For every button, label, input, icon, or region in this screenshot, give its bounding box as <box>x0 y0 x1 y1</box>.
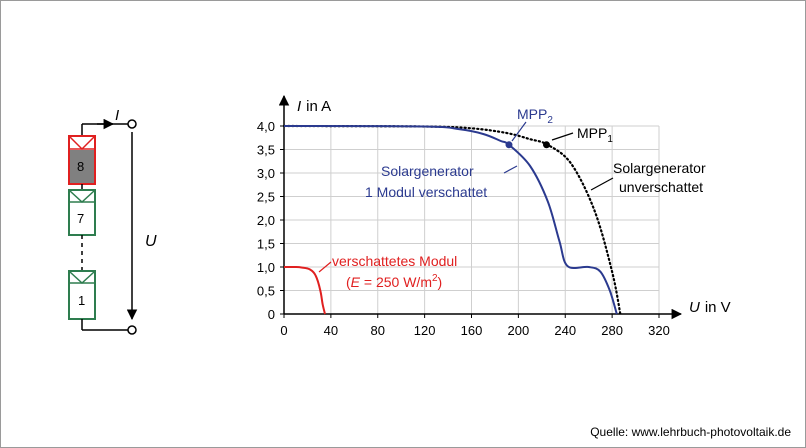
generator-unshaded-leader <box>590 177 614 191</box>
module-shaded-paren-open: ( <box>346 274 351 290</box>
current-symbol: I <box>115 107 119 124</box>
x-tick-label: 200 <box>508 323 530 338</box>
x-tick-label: 160 <box>461 323 483 338</box>
y-axis-symbol: I <box>297 98 301 115</box>
mpp1-leader <box>551 132 574 141</box>
y-tick-label: 2,0 <box>257 213 275 228</box>
module-8: 8 <box>68 135 96 185</box>
y-tick-label: 0 <box>268 307 275 322</box>
module-shaded-value: = 250 W/m <box>360 274 432 290</box>
module-shaded-line1: verschattetes Modul <box>332 253 457 269</box>
x-tick-label: 80 <box>371 323 385 338</box>
terminal-bottom <box>127 325 137 335</box>
chart-axes <box>278 94 683 320</box>
source-credit: Quelle: www.lehrbuch-photovoltaik.de <box>590 425 791 439</box>
generator-shaded-line1: Solargenerator <box>381 163 474 179</box>
chart-grid <box>284 125 660 314</box>
module-shaded-symbol: E <box>351 274 361 290</box>
point-mpp2 <box>505 141 513 149</box>
module-1: 1 <box>68 270 96 320</box>
mpp2-leader <box>511 121 527 142</box>
x-tick-label: 120 <box>414 323 436 338</box>
module-8-label: 8 <box>77 159 84 174</box>
y-tick-label: 4,0 <box>257 119 275 134</box>
chart-annotations <box>505 141 550 149</box>
mpp1-base: MPP <box>577 125 607 141</box>
module-shaded-line2: (E = 250 W/m2) <box>346 273 442 290</box>
module-7-label: 7 <box>77 211 84 226</box>
curve-shaded_module <box>283 265 326 315</box>
generator-shaded-line2: 1 Modul verschattet <box>365 184 487 200</box>
chart-curves <box>282 124 622 316</box>
iv-chart: 0 40 80 120 160 200 240 280 320 0 0,5 1,0 1,5 2,0 2,5 3… <box>257 94 731 338</box>
curve-shaded_generator <box>283 125 618 315</box>
point-mpp1 <box>543 141 550 149</box>
circuit-diagram: I 8 7 1 U <box>68 107 157 335</box>
x-tick-label: 40 <box>324 323 338 338</box>
y-tick-label: 3,5 <box>257 143 275 158</box>
y-tick-label: 3,0 <box>257 166 275 181</box>
y-tick-label: 2,5 <box>257 190 275 205</box>
x-axis-symbol: U <box>689 299 700 316</box>
mpp2-sub: 2 <box>547 115 553 126</box>
x-tick-label: 320 <box>648 323 670 338</box>
module-shaded-sup: 2 <box>432 273 438 284</box>
y-axis-unit: in A <box>306 98 331 115</box>
generator-unshaded-line2: unverschattet <box>619 179 703 195</box>
y-tick-label: 1,0 <box>257 260 275 275</box>
module-1-label: 1 <box>78 293 85 308</box>
mpp2-base: MPP <box>517 106 547 122</box>
x-tick-label: 0 <box>280 323 287 338</box>
x-tick-label: 280 <box>601 323 623 338</box>
x-tick-label: 240 <box>554 323 576 338</box>
module-7: 7 <box>68 189 96 236</box>
module-shaded-leader <box>318 261 332 273</box>
y-tick-label: 0,5 <box>257 284 275 299</box>
mpp2-label: MPP2 <box>517 106 553 126</box>
generator-unshaded-line1: Solargenerator <box>613 160 706 176</box>
x-axis-unit: in V <box>705 299 731 316</box>
mpp1-sub: 1 <box>607 134 613 145</box>
terminal-top <box>127 119 137 129</box>
y-tick-label: 1,5 <box>257 237 275 252</box>
mpp1-label: MPP1 <box>577 125 613 145</box>
chart-tick-labels: 0 40 80 120 160 200 240 280 320 0 0,5 1,0 1,5 2,0 2,5 3… <box>257 119 670 338</box>
module-shaded-paren-close: ) <box>438 274 443 290</box>
generator-shaded-leader <box>503 165 518 174</box>
module-8-shade <box>70 150 94 183</box>
voltage-symbol: U <box>145 233 157 250</box>
